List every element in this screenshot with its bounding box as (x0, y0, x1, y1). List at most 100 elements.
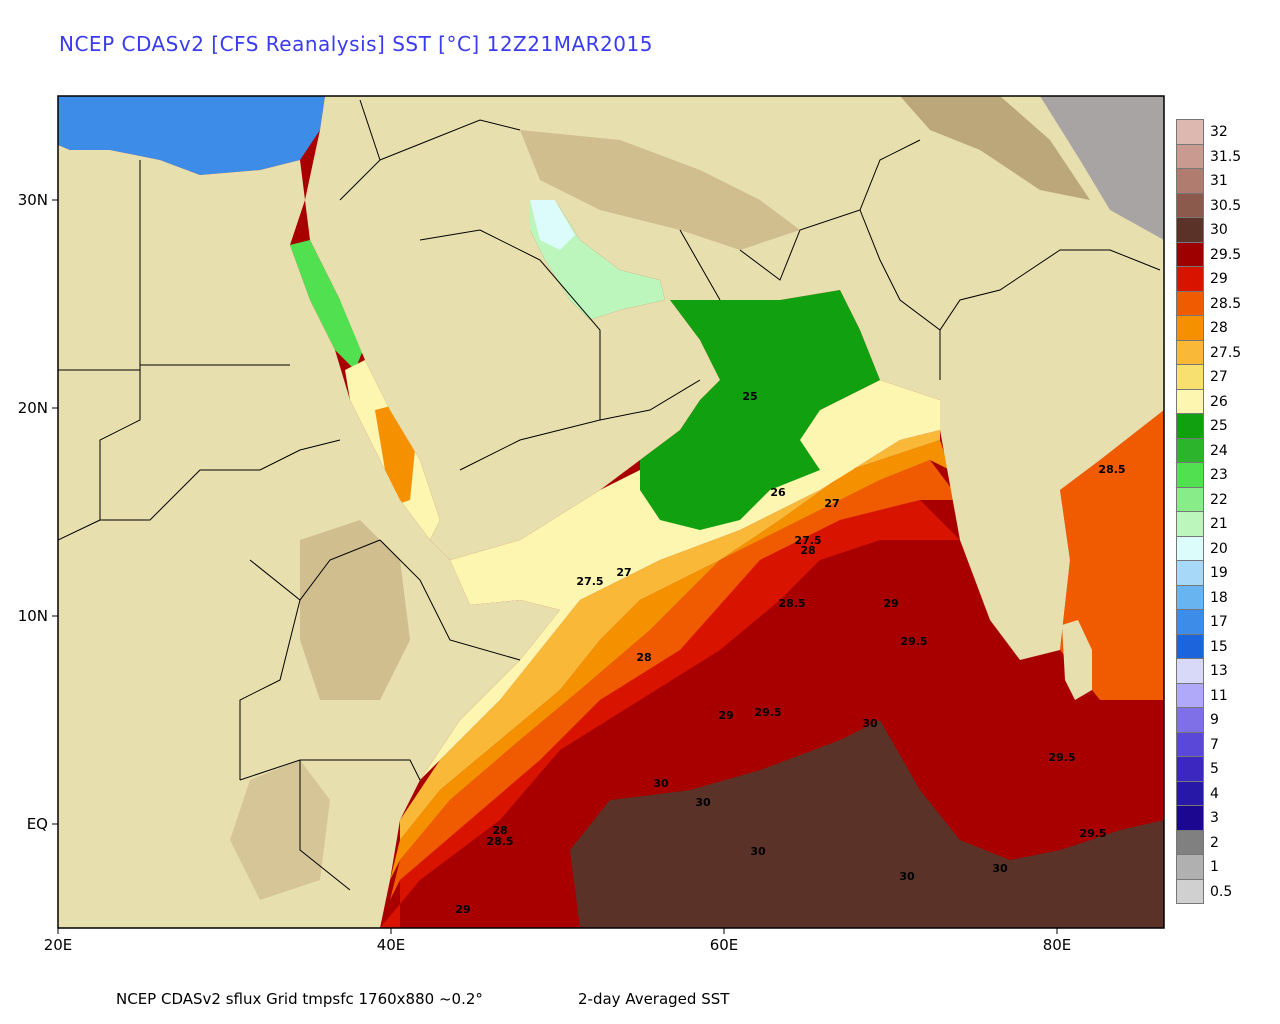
legend-swatch (1176, 707, 1204, 733)
legend-label: 5 (1210, 761, 1219, 778)
legend-swatch (1176, 241, 1204, 267)
legend-swatch (1176, 486, 1204, 512)
contour-label: 28 (800, 544, 815, 557)
ethiopian-highlands (300, 520, 410, 700)
legend-label: 19 (1210, 565, 1228, 582)
red-sea-north (290, 240, 365, 370)
legend-swatch (1176, 829, 1204, 855)
axis-ticks (52, 199, 1058, 934)
sst-28-5-region (390, 460, 960, 900)
sst-30-region (570, 720, 1164, 928)
himalaya-mountains (900, 96, 1090, 200)
x-tick-label: 80E (1043, 936, 1072, 954)
legend-swatch (1176, 266, 1204, 292)
legend-swatch (1176, 731, 1204, 757)
legend-label: 24 (1210, 442, 1228, 459)
sri-lanka (1062, 620, 1092, 700)
legend-label: 29 (1210, 271, 1228, 288)
map-area (58, 96, 1164, 928)
bay-of-bengal (1060, 410, 1164, 700)
legend-label: 30.5 (1210, 197, 1242, 214)
legend-label: 29.5 (1210, 246, 1242, 263)
legend-label: 13 (1210, 663, 1228, 680)
legend-label: 1 (1210, 859, 1219, 876)
legend-label: 20 (1210, 540, 1228, 557)
legend-label: 27 (1210, 369, 1228, 386)
legend-swatch (1176, 682, 1204, 708)
legend-label: 32 (1210, 124, 1228, 141)
legend-swatch (1176, 217, 1204, 243)
contour-label: 28.5 (778, 597, 805, 610)
contour-label: 28 (636, 651, 651, 664)
legend-swatch (1176, 413, 1204, 439)
legend-label: 21 (1210, 516, 1228, 533)
contour-label: 29.5 (1079, 827, 1106, 840)
y-tick-label: 30N (18, 191, 48, 209)
contour-label: 30 (899, 870, 915, 883)
legend-swatch (1176, 315, 1204, 341)
legend-swatch (1176, 364, 1204, 390)
legend-swatch (1176, 143, 1204, 169)
tibet-gray (1040, 96, 1164, 240)
y-tick-label: EQ (27, 815, 48, 833)
contour-label: 28.5 (1098, 463, 1125, 476)
legend-label: 18 (1210, 589, 1228, 606)
country-borders (58, 99, 1161, 891)
color-legend: 32 31.5 31 30.5 30 29.5 29 28.5 28 27.5 27 26 25 24 23… (1176, 119, 1241, 904)
footer-sst-info: 2-day Averaged SST (578, 990, 730, 1008)
persian-gulf-north (530, 200, 575, 250)
legend-swatch (1176, 658, 1204, 684)
contour-label: 29 (455, 903, 470, 916)
legend-swatch (1176, 560, 1204, 586)
africa-land (58, 145, 560, 928)
contour-label: 26 (770, 486, 786, 499)
contour-label: 27.5 (794, 534, 821, 547)
legend-swatch (1176, 535, 1204, 561)
sst-27-region (420, 380, 940, 780)
legend-swatch (1176, 462, 1204, 488)
legend-swatch (1176, 388, 1204, 414)
legend-swatch (1176, 878, 1204, 904)
legend-swatch (1176, 633, 1204, 659)
legend-label: 2 (1210, 834, 1219, 851)
legend-label: 22 (1210, 491, 1228, 508)
contour-label: 30 (750, 845, 766, 858)
legend-label: 26 (1210, 393, 1228, 410)
legend-label: 9 (1210, 712, 1219, 729)
legend-swatch (1176, 290, 1204, 316)
legend-swatch (1176, 805, 1204, 831)
x-tick-label: 60E (710, 936, 739, 954)
legend-label: 31.5 (1210, 148, 1242, 165)
legend-swatch (1176, 609, 1204, 635)
legend-swatch (1176, 854, 1204, 880)
contour-label: 25 (742, 390, 757, 403)
contour-label: 30 (862, 717, 878, 730)
arabia-land (305, 96, 1164, 660)
y-tick-label: 20N (18, 399, 48, 417)
contour-label: 29 (718, 709, 733, 722)
contour-label: 30 (653, 777, 669, 790)
legend-swatch (1176, 756, 1204, 782)
legend-swatch (1176, 168, 1204, 194)
legend-swatch (1176, 584, 1204, 610)
x-axis-labels: 20E 40E 60E 80E (44, 936, 1072, 954)
contour-label: 29.5 (900, 635, 927, 648)
sst-25-region (640, 290, 880, 530)
legend-label: 25 (1210, 418, 1228, 435)
legend-label: 11 (1210, 687, 1228, 704)
contour-label: 27 (616, 566, 631, 579)
legend-swatch (1176, 511, 1204, 537)
legend-label: 23 (1210, 467, 1228, 484)
contour-label: 30 (695, 796, 711, 809)
x-tick-label: 40E (377, 936, 406, 954)
east-africa-highlands (230, 760, 330, 900)
zagros-mountains (520, 130, 800, 250)
legend-swatch (1176, 339, 1204, 365)
mediterranean-sea (58, 96, 325, 175)
legend-label: 17 (1210, 614, 1228, 631)
contour-label: 28.5 (486, 835, 513, 848)
legend-label: 3 (1210, 810, 1219, 827)
map-title: NCEP CDASv2 [CFS Reanalysis] SST [°C] 12… (59, 32, 653, 56)
legend-label: 0.5 (1210, 883, 1233, 900)
